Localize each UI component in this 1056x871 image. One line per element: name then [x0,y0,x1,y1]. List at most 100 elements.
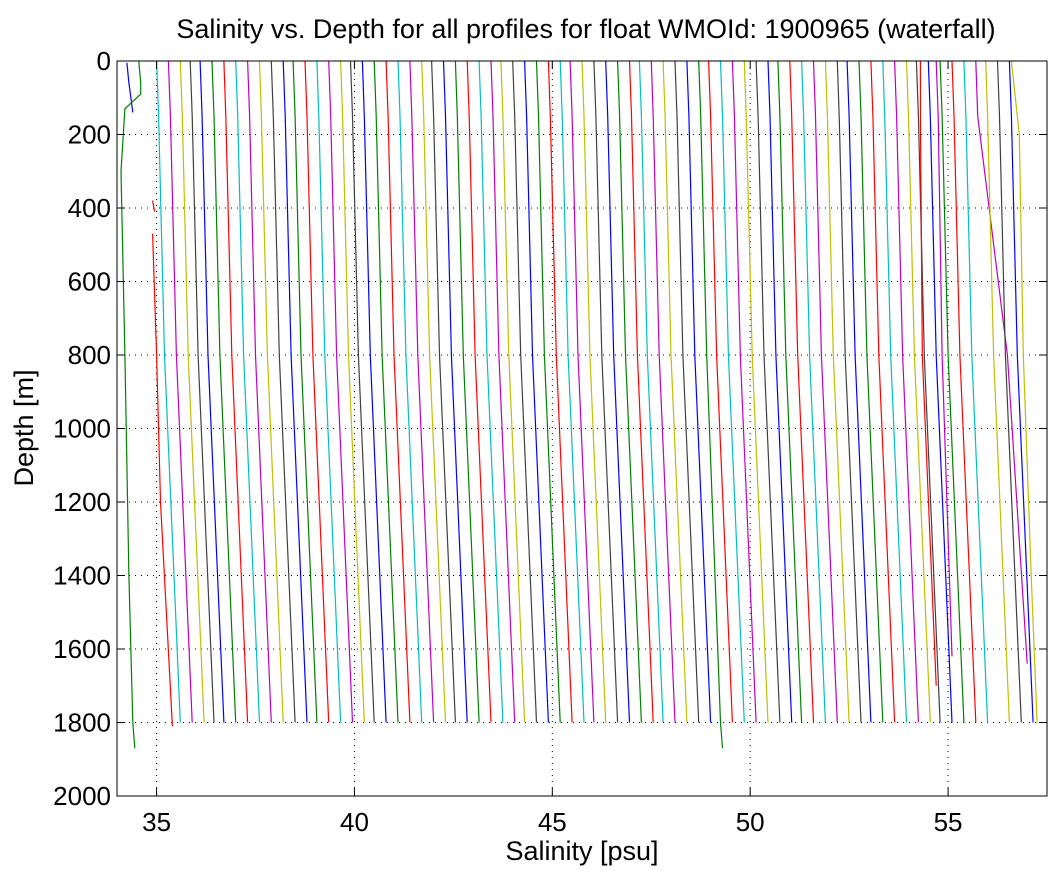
y-tick-label: 1600 [53,634,111,664]
chart-title: Salinity vs. Depth for all profiles for … [176,14,995,44]
x-tick-label: 45 [538,807,567,837]
salinity-profile-line [512,60,538,723]
salinity-profile-line [662,60,688,723]
salinity-profile-line [698,60,724,749]
x-axis-label: Salinity [psu] [505,836,658,866]
salinity-profile-line [801,60,826,723]
salinity-profile-line [858,60,884,723]
salinity-profile-line [569,60,595,723]
salinity-profile-line [466,60,492,723]
salinity-profile-line [223,60,249,723]
salinity-profile-line [431,60,456,723]
salinity-profile-line [708,60,733,723]
salinity-profile-line [650,60,676,723]
salinity-profile-line [975,60,1028,664]
y-tick-label: 0 [97,46,111,76]
salinity-profile-line [349,60,375,723]
salinity-profile-line [126,62,134,113]
salinity-profile-line [812,60,838,723]
x-tick-label: 55 [934,807,963,837]
salinity-profile-line [617,60,642,723]
salinity-profile-line [824,60,850,723]
salinity-profile-line [421,60,447,723]
salinity-profile-line [593,60,619,723]
x-tick-label: 50 [736,807,765,837]
salinity-profile-line [152,200,156,212]
salinity-profile-line [951,60,977,723]
salinity-profile-line [719,60,745,723]
y-tick-label: 800 [68,340,111,370]
salinity-profile-line [605,60,631,723]
salinity-profile-line [199,60,225,723]
salinity-profile-line [789,60,815,723]
salinity-profile-line [270,60,296,723]
salinity-profile-line [120,60,142,749]
salinity-profile-line [409,60,435,723]
y-tick-label: 200 [68,120,111,150]
salinity-profile-line [304,60,330,723]
profile-lines [120,60,1038,749]
salinity-profile-line [755,60,781,723]
y-tick-label: 400 [68,193,111,223]
salinity-profile-line [939,60,965,723]
salinity-profile-line [167,60,193,723]
salinity-profile-line [731,60,757,723]
y-tick-label: 1800 [53,708,111,738]
salinity-profile-line [870,60,896,723]
y-axis-label: Depth [m] [9,369,39,486]
salinity-profile-line [211,60,237,723]
salinity-profile-line [846,60,872,723]
salinity-profile-line [500,60,526,723]
salinity-profile-line [442,60,468,723]
salinity-profile-line [189,60,215,723]
salinity-profile-line [1008,60,1034,723]
salinity-profile-line [935,60,953,657]
salinity-profile-line [247,60,272,723]
salinity-profile-line [963,60,989,723]
salinity-profile-line [581,60,607,723]
salinity-profile-line [258,60,284,723]
salinity-profile-line [535,60,561,723]
salinity-profile-line [559,60,585,723]
salinity-profile-line [156,60,181,723]
salinity-profile-line [919,61,937,686]
y-tick-label: 2000 [53,781,111,811]
salinity-profile-line [328,60,354,723]
salinity-profile-line [478,60,504,723]
salinity-profile-line [686,60,712,723]
x-tick-label: 40 [340,807,369,837]
salinity-profile-line [927,60,953,723]
salinity-profile-line [490,60,516,723]
salinity-profile-line [361,60,387,723]
salinity-profile-line [996,60,1022,723]
salinity-profile-line [674,60,700,723]
y-tick-label: 1000 [53,414,111,444]
salinity-profile-line [985,60,1010,723]
salinity-profile-line [777,60,803,723]
salinity-profile-line [524,60,549,723]
salinity-profile-line [454,60,480,723]
salinity-profile-line [235,60,261,723]
salinity-profile-line [292,60,318,723]
salinity-profile-line [767,60,793,723]
salinity-profile-line [628,60,654,723]
salinity-profile-line [397,60,423,723]
salinity-profile-line [340,60,365,723]
salinity-profile-line [385,60,411,723]
salinity-profile-line [836,60,862,723]
salinity-profile-line [882,60,908,723]
y-tick-label: 600 [68,267,111,297]
x-tick-label: 35 [142,807,171,837]
salinity-profile-line [282,60,308,723]
salinity-profile-line [373,60,399,723]
salinity-profile-line [547,60,573,723]
salinity-profile-line [743,60,769,723]
y-tick-label: 1200 [53,487,111,517]
y-tick-label: 1400 [53,561,111,591]
axis-ticks: 35 40 45 50 55 0 200 400 600 800 1000 1200 1400 1600 1… [53,46,1047,837]
salinity-profile-line [179,60,205,723]
salinity-profile-line [905,60,931,723]
salinity-profile-line [638,60,664,723]
salinity-profile-line [1010,60,1038,723]
